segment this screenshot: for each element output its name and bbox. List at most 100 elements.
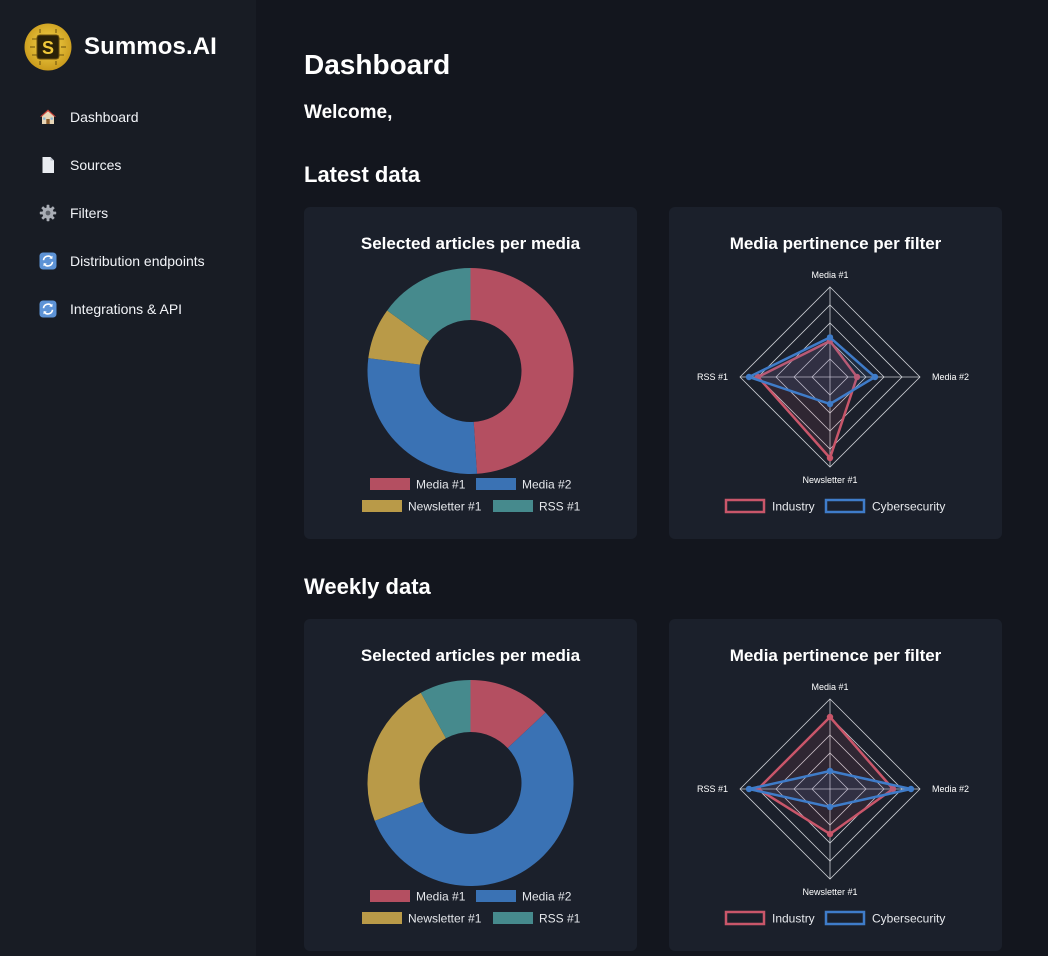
legend-swatch [493,500,533,512]
latest-radar-card: Media pertinence per filter Media #1 Medi… [669,207,1002,539]
legend-swatch [493,912,533,924]
radar-axis-label: RSS #1 [697,372,728,382]
pie-slice[interactable] [387,268,471,342]
legend-label: Industry [772,500,815,514]
radar-axis-label: Media #1 [811,682,848,692]
radar-point[interactable] [826,334,834,341]
welcome-text: Welcome, [304,102,393,123]
legend-item[interactable]: Media #1 [370,890,466,904]
section-title-weekly: Weekly data [304,574,431,599]
radar-axis-label: Media #1 [811,270,848,280]
legend-label: Industry [772,912,815,926]
radar-axis-label: RSS #1 [697,784,728,794]
legend-label: RSS #1 [539,912,581,926]
house-icon [38,107,58,127]
pie-slice[interactable] [368,310,430,365]
pie-slice[interactable] [470,268,574,474]
legend-swatch [362,912,402,924]
weekly-pie-card: Selected articles per media Media #1 Medi… [304,619,637,951]
radar-point[interactable] [907,785,915,793]
pie-slice[interactable] [374,712,574,886]
legend-label: Media #1 [416,478,466,492]
legend-swatch [824,498,866,514]
legend-label: Cybersecurity [872,500,945,514]
legend-swatch [370,890,410,902]
legend-swatch [724,910,766,926]
sidebar-item-filters[interactable]: Filters [38,200,205,226]
legend-swatch [824,910,866,926]
radar-point[interactable] [826,454,834,462]
legend-item[interactable]: Newsletter #1 [362,912,482,926]
radar-point[interactable] [826,400,834,408]
latest-pie-card: Selected articles per media Media #1 Medi… [304,207,637,539]
brand-name: Summos.AI [84,33,217,60]
weekly-radar-chart: Media pertinence per filter Media #1 Medi… [697,646,969,926]
legend-swatch [476,478,516,490]
brand[interactable]: S Summos.AI [24,23,217,71]
radar-point[interactable] [889,785,897,793]
chart-title: Selected articles per media [361,646,581,665]
legend-item[interactable]: Media #2 [476,478,572,492]
legend-label: Media #2 [522,890,572,904]
summos-logo-icon: S [24,23,72,71]
sidebar-item-label: Sources [70,157,122,173]
latest-pie-chart: Selected articles per media Media #1 Medi… [361,234,581,514]
radar-point[interactable] [826,803,834,811]
section-title-latest: Latest data [304,162,421,187]
sidebar: S Summos.AI Dashboard [0,0,256,956]
chart-title: Selected articles per media [361,234,581,253]
radar-point[interactable] [826,767,834,775]
radar-axis-label: Media #2 [932,784,969,794]
legend-item[interactable]: Cybersecurity [824,910,945,926]
pie-slice[interactable] [420,680,471,739]
sidebar-item-distribution-endpoints[interactable]: Distribution endpoints [38,248,205,274]
legend-swatch [724,498,766,514]
radar-point[interactable] [853,373,861,381]
pie-slice[interactable] [470,680,546,749]
legend-item[interactable]: RSS #1 [493,912,581,926]
weekly-pie-chart: Selected articles per media Media #1 Medi… [361,646,581,926]
document-icon [38,155,58,175]
legend-item[interactable]: Industry [724,910,815,926]
legend-label: Media #1 [416,890,466,904]
legend-label: RSS #1 [539,500,581,514]
legend-swatch [370,478,410,490]
radar-axis-label: Newsletter #1 [802,475,857,485]
sidebar-item-sources[interactable]: Sources [38,152,205,178]
sidebar-item-label: Distribution endpoints [70,253,205,269]
chart-title: Media pertinence per filter [730,234,942,253]
radar-series-line[interactable] [745,335,878,406]
latest-radar-chart: Media pertinence per filter Media #1 Medi… [697,234,969,514]
refresh-icon [38,251,58,271]
logo-letter: S [42,38,54,58]
legend-label: Newsletter #1 [408,912,482,926]
radar-point[interactable] [826,830,834,838]
legend-item[interactable]: RSS #1 [493,500,581,514]
weekly-radar-card: Media pertinence per filter Media #1 Medi… [669,619,1002,951]
legend-label: Media #2 [522,478,572,492]
legend-item[interactable]: Media #1 [370,478,466,492]
legend-item[interactable]: Industry [724,498,815,514]
radar-point[interactable] [745,785,753,793]
sidebar-item-integrations-api[interactable]: Integrations & API [38,296,205,322]
radar-point[interactable] [745,373,753,381]
pie-slice[interactable] [367,692,446,821]
legend-item[interactable]: Cybersecurity [824,498,945,514]
pie-slice[interactable] [367,358,477,474]
legend-swatch [476,890,516,902]
gear-icon [38,203,58,223]
legend-item[interactable]: Media #2 [476,890,572,904]
radar-axis-label: Newsletter #1 [802,887,857,897]
refresh-icon [38,299,58,319]
sidebar-item-label: Integrations & API [70,301,183,317]
sidebar-item-label: Filters [70,205,109,221]
page-title: Dashboard [304,49,451,80]
legend-item[interactable]: Newsletter #1 [362,500,482,514]
radar-point[interactable] [871,373,879,381]
legend-swatch [362,500,402,512]
legend-label: Newsletter #1 [408,500,482,514]
sidebar-item-label: Dashboard [70,109,139,125]
radar-point[interactable] [826,713,834,721]
radar-axis-label: Media #2 [932,372,969,382]
sidebar-item-dashboard[interactable]: Dashboard [38,104,205,130]
